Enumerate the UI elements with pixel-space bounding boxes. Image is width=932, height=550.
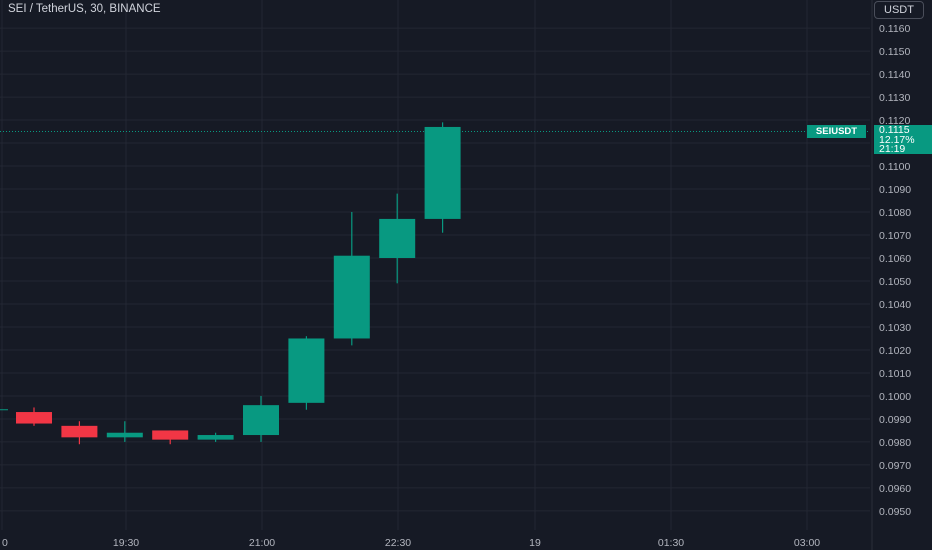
y-tick-label: 0.1050 (879, 276, 911, 288)
y-tick-label: 0.1010 (879, 368, 911, 380)
candle-body (333, 255, 370, 339)
candle-body (243, 405, 279, 436)
candle-body (152, 430, 189, 440)
y-tick-label: 0.1060 (879, 253, 911, 265)
last-price-value: 0.1115 (879, 124, 910, 136)
candle-body (16, 412, 52, 424)
candle-body (197, 435, 234, 440)
y-tick-label: 0.1140 (879, 69, 910, 81)
bar-countdown: 21:19 (879, 143, 906, 155)
y-tick-label: 0.1160 (879, 23, 910, 35)
y-tick-label: 0.1100 (879, 161, 910, 173)
x-tick-label: 19:30 (113, 537, 139, 549)
y-tick-label: 0.1150 (879, 46, 910, 58)
candle-body (424, 126, 461, 219)
currency-button[interactable]: USDT (874, 1, 924, 19)
candle-body (288, 338, 325, 403)
x-tick-label: 21:00 (249, 537, 275, 549)
y-tick-label: 0.1030 (879, 322, 911, 334)
y-tick-label: 0.1000 (879, 391, 911, 403)
y-tick-label: 0.1080 (879, 207, 911, 219)
y-tick-label: 0.1020 (879, 345, 911, 357)
y-tick-label: 0.0960 (879, 483, 911, 495)
y-tick-label: 0.1040 (879, 299, 911, 311)
y-tick-label: 0.0970 (879, 460, 911, 472)
x-tick-label: 0 (2, 537, 8, 549)
x-tick-label: 22:30 (385, 537, 411, 549)
symbol-badge: SEIUSDT (807, 125, 866, 138)
last-price-badge: 0.1115 12.17% 21:19 (874, 125, 932, 154)
y-tick-label: 0.1070 (879, 230, 911, 242)
candle-body (379, 218, 416, 259)
price-change-percent: 12.17% (879, 133, 915, 146)
y-tick-label: 0.1130 (879, 92, 910, 104)
candle-body (61, 425, 98, 438)
x-tick-label: 01:30 (658, 537, 684, 549)
y-tick-label: 0.0990 (879, 414, 911, 426)
x-tick-label: 19 (529, 537, 541, 549)
y-tick-label: 0.0980 (879, 437, 911, 449)
x-tick-label: 03:00 (794, 537, 820, 549)
y-tick-label: 0.1120 (879, 115, 910, 127)
y-tick-label: 0.1090 (879, 184, 911, 196)
symbol-title[interactable]: SEI / TetherUS, 30, BINANCE (8, 3, 161, 15)
candle-body (106, 432, 143, 438)
y-tick-label: 0.0950 (879, 506, 911, 518)
